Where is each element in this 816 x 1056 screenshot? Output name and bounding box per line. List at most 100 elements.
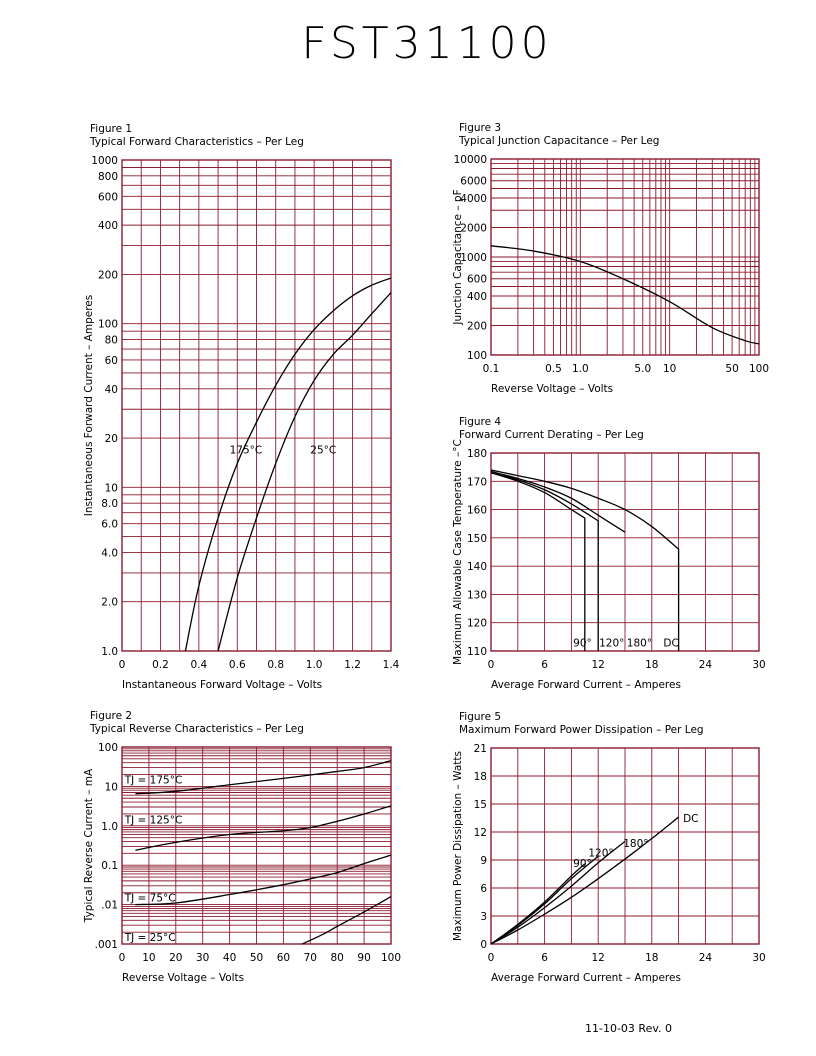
fig2-curve-label: TJ = 125°C xyxy=(124,814,183,826)
fig3-y-tick-label: 600 xyxy=(467,274,487,286)
fig4-curve-label: 180° xyxy=(627,638,652,650)
fig4-x-tick-label: 12 xyxy=(592,659,605,671)
fig3-x-tick-label: 100 xyxy=(749,363,769,375)
fig2-x-axis-label: Reverse Voltage – Volts xyxy=(122,972,244,984)
fig3-curves xyxy=(490,245,760,345)
fig5-x-tick-label: 30 xyxy=(752,952,765,964)
fig1-x-tick-label: 0.2 xyxy=(152,659,169,671)
fig5-curve-90deg xyxy=(490,863,586,945)
fig1-x-tick-label: 1.4 xyxy=(383,659,400,671)
fig5-x-tick-label: 6 xyxy=(541,952,548,964)
fig2-curve-label: TJ = 175°C xyxy=(124,774,183,786)
fig1-curve-175degc xyxy=(184,277,392,652)
fig5-y-tick-label: 6 xyxy=(480,883,487,895)
fig2-x-tick-label: 10 xyxy=(142,952,155,964)
fig1-y-tick-label: 200 xyxy=(98,269,118,281)
fig1-title: Typical Forward Characteristics – Per Le… xyxy=(89,136,304,148)
fig4-x-tick-label: 24 xyxy=(699,659,713,671)
fig2-x-tick-label: 30 xyxy=(196,952,209,964)
fig3-title: Typical Junction Capacitance – Per Leg xyxy=(458,135,659,147)
fig4-y-tick-label: 180 xyxy=(467,448,487,460)
fig1-y-tick-label: 20 xyxy=(105,433,118,445)
fig2-x-tick-label: 70 xyxy=(304,952,317,964)
fig3-curve-main xyxy=(490,245,760,345)
fig5-x-tick-label: 18 xyxy=(645,952,658,964)
fig2-curve-tj-25degc xyxy=(301,895,392,945)
fig1-y-axis-label: Instantaneous Forward Current – Amperes xyxy=(83,295,95,516)
fig5-y-tick-label: 9 xyxy=(480,855,487,867)
page-title: FST31100 xyxy=(301,18,552,69)
fig4-curve-label: DC xyxy=(663,638,678,650)
fig1-x-tick-label: 0 xyxy=(119,659,126,671)
fig5-title: Maximum Forward Power Dissipation – Per … xyxy=(459,724,704,736)
fig3-x-axis-label: Reverse Voltage – Volts xyxy=(491,383,613,395)
fig5-y-tick-label: 15 xyxy=(474,799,487,811)
fig2-curve-tj-125degc xyxy=(135,805,392,851)
fig5-y-tick-label: 21 xyxy=(474,743,487,755)
fig3-x-tick-label: 10 xyxy=(663,363,676,375)
fig1-y-tick-label: 8.0 xyxy=(101,498,118,510)
fig3-x-tick-label: 5.0 xyxy=(634,363,651,375)
fig2-x-tick-label: 100 xyxy=(381,952,401,964)
fig3-grid xyxy=(490,159,759,356)
fig4-y-tick-label: 160 xyxy=(467,505,487,517)
fig1-y-tick-label: 40 xyxy=(105,384,118,396)
fig4-plot-frame xyxy=(490,452,760,652)
fig1-x-tick-label: 1.0 xyxy=(306,659,323,671)
fig1-grid xyxy=(121,160,392,652)
fig4-y-tick-label: 110 xyxy=(467,646,487,658)
fig2-y-tick-label: 1.0 xyxy=(101,821,118,833)
fig1-curves xyxy=(184,277,392,652)
fig1-y-tick-label: 2.0 xyxy=(101,597,118,609)
fig5-figure-number: Figure 5 xyxy=(459,711,501,723)
fig1-x-tick-label: 0.8 xyxy=(267,659,284,671)
fig5-x-tick-label: 24 xyxy=(699,952,713,964)
fig4-curve-label: 120° xyxy=(599,638,624,650)
fig1-curve-label: 25°C xyxy=(310,445,336,457)
fig1-x-tick-label: 0.6 xyxy=(229,659,246,671)
fig3-plot-frame xyxy=(490,158,760,356)
fig5-y-tick-label: 12 xyxy=(474,827,487,839)
fig5-y-tick-label: 18 xyxy=(474,771,487,783)
fig5-curve-dc xyxy=(490,816,680,945)
revision-footer: 11-10-03 Rev. 0 xyxy=(585,1022,672,1035)
fig1-y-tick-label: 600 xyxy=(98,191,118,203)
fig5-y-tick-label: 0 xyxy=(480,939,487,951)
fig3-y-axis-label: Junction Capacitance – pF xyxy=(452,189,464,325)
fig5-curve-label: DC xyxy=(683,813,698,825)
fig2-curves xyxy=(135,760,392,945)
fig1-y-tick-label: 4.0 xyxy=(101,547,118,559)
fig4-title: Forward Current Derating – Per Leg xyxy=(459,429,644,441)
fig2-x-tick-label: 90 xyxy=(357,952,370,964)
fig1-y-tick-label: 800 xyxy=(98,171,118,183)
fig4-x-tick-label: 30 xyxy=(752,659,765,671)
fig1-y-tick-label: 10 xyxy=(105,482,118,494)
fig5-curve-label: 90° xyxy=(573,858,592,870)
fig1-y-tick-label: 1000 xyxy=(91,155,118,167)
fig1-y-tick-label: 100 xyxy=(98,319,118,331)
fig1-curve-label: 175°C xyxy=(230,445,263,457)
fig3-y-tick-label: 100 xyxy=(467,350,487,362)
fig3-x-tick-label: 50 xyxy=(725,363,738,375)
fig1-plot-frame xyxy=(121,159,392,652)
fig4-x-tick-label: 0 xyxy=(488,659,495,671)
fig2-y-tick-label: 0.1 xyxy=(101,860,118,872)
fig3-x-tick-label: 1.0 xyxy=(572,363,589,375)
fig2-x-tick-label: 80 xyxy=(331,952,344,964)
fig1-y-tick-label: 60 xyxy=(105,355,118,367)
fig2-title: Typical Reverse Characteristics – Per Le… xyxy=(89,723,304,735)
fig3-y-tick-label: 400 xyxy=(467,291,487,303)
fig3-y-tick-label: 6000 xyxy=(460,176,487,188)
fig4-y-axis-label: Maximum Allowable Case Temperature –°C xyxy=(452,439,464,665)
fig3-y-tick-label: 10000 xyxy=(454,154,487,166)
fig2-curve-tj-75degc xyxy=(135,854,392,906)
fig1-y-tick-label: 1.0 xyxy=(101,646,118,658)
fig4-y-tick-label: 130 xyxy=(467,589,487,601)
fig2-curve-tj-175degc xyxy=(135,760,392,795)
fig3-figure-number: Figure 3 xyxy=(459,122,501,134)
